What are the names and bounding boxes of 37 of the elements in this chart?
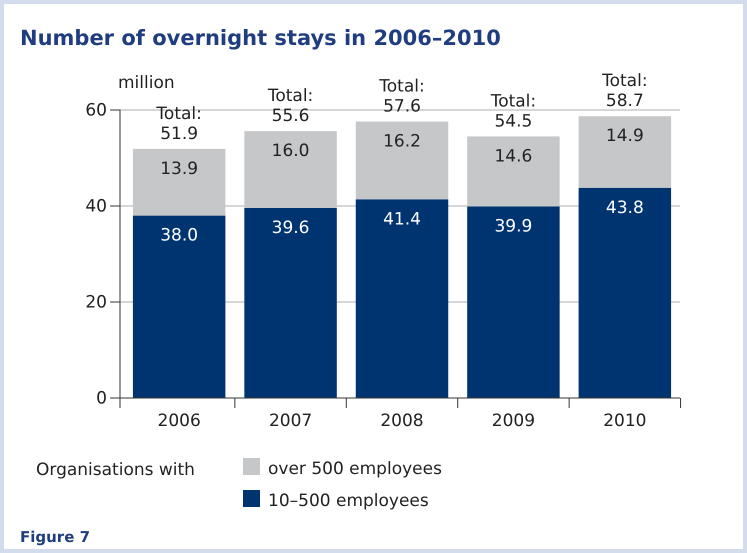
x-tick-label: 2009 [492, 411, 536, 431]
legend-label: over 500 employees [268, 459, 442, 479]
y-tick-label: 0 [96, 388, 107, 408]
bar [356, 122, 448, 200]
total-label: Total: 57.6 [378, 76, 425, 117]
x-tick-label: 2010 [603, 411, 646, 431]
data-label: 39.6 [272, 218, 310, 238]
data-label: 14.9 [606, 126, 644, 146]
legend-title: Organisations with [36, 460, 195, 480]
y-tick-label: 40 [85, 196, 107, 216]
chart-title: Number of overnight stays in 2006–2010 [20, 26, 501, 50]
x-tick-label: 2008 [380, 411, 424, 431]
data-label: 16.0 [272, 141, 310, 162]
y-tick-label: 20 [85, 292, 107, 312]
data-label: 39.9 [494, 216, 532, 236]
bar [467, 206, 560, 398]
y-tick-label: 60 [85, 100, 107, 120]
total-label: Total: 54.5 [490, 91, 536, 132]
data-label: 41.4 [383, 209, 421, 230]
bar [578, 116, 672, 188]
total-label: Total: 58.7 [601, 71, 648, 112]
bar [356, 199, 448, 398]
data-label: 43.8 [606, 198, 644, 218]
x-tick-label: 2007 [268, 411, 312, 431]
total-label: Total: 51.9 [155, 104, 202, 144]
bar [578, 188, 672, 398]
bar [132, 216, 226, 398]
caption: Figure 7 [20, 528, 90, 546]
total-label: Total: 55.6 [266, 86, 314, 126]
bar [244, 208, 337, 398]
y-axis-title: million [118, 73, 175, 93]
legend-label: 10–500 employees [268, 491, 429, 511]
x-tick-label: 2006 [158, 411, 201, 431]
data-label: 14.6 [494, 146, 532, 166]
data-label: 16.2 [383, 132, 421, 152]
data-label: 38.0 [160, 226, 198, 246]
data-label: 13.9 [160, 158, 198, 179]
